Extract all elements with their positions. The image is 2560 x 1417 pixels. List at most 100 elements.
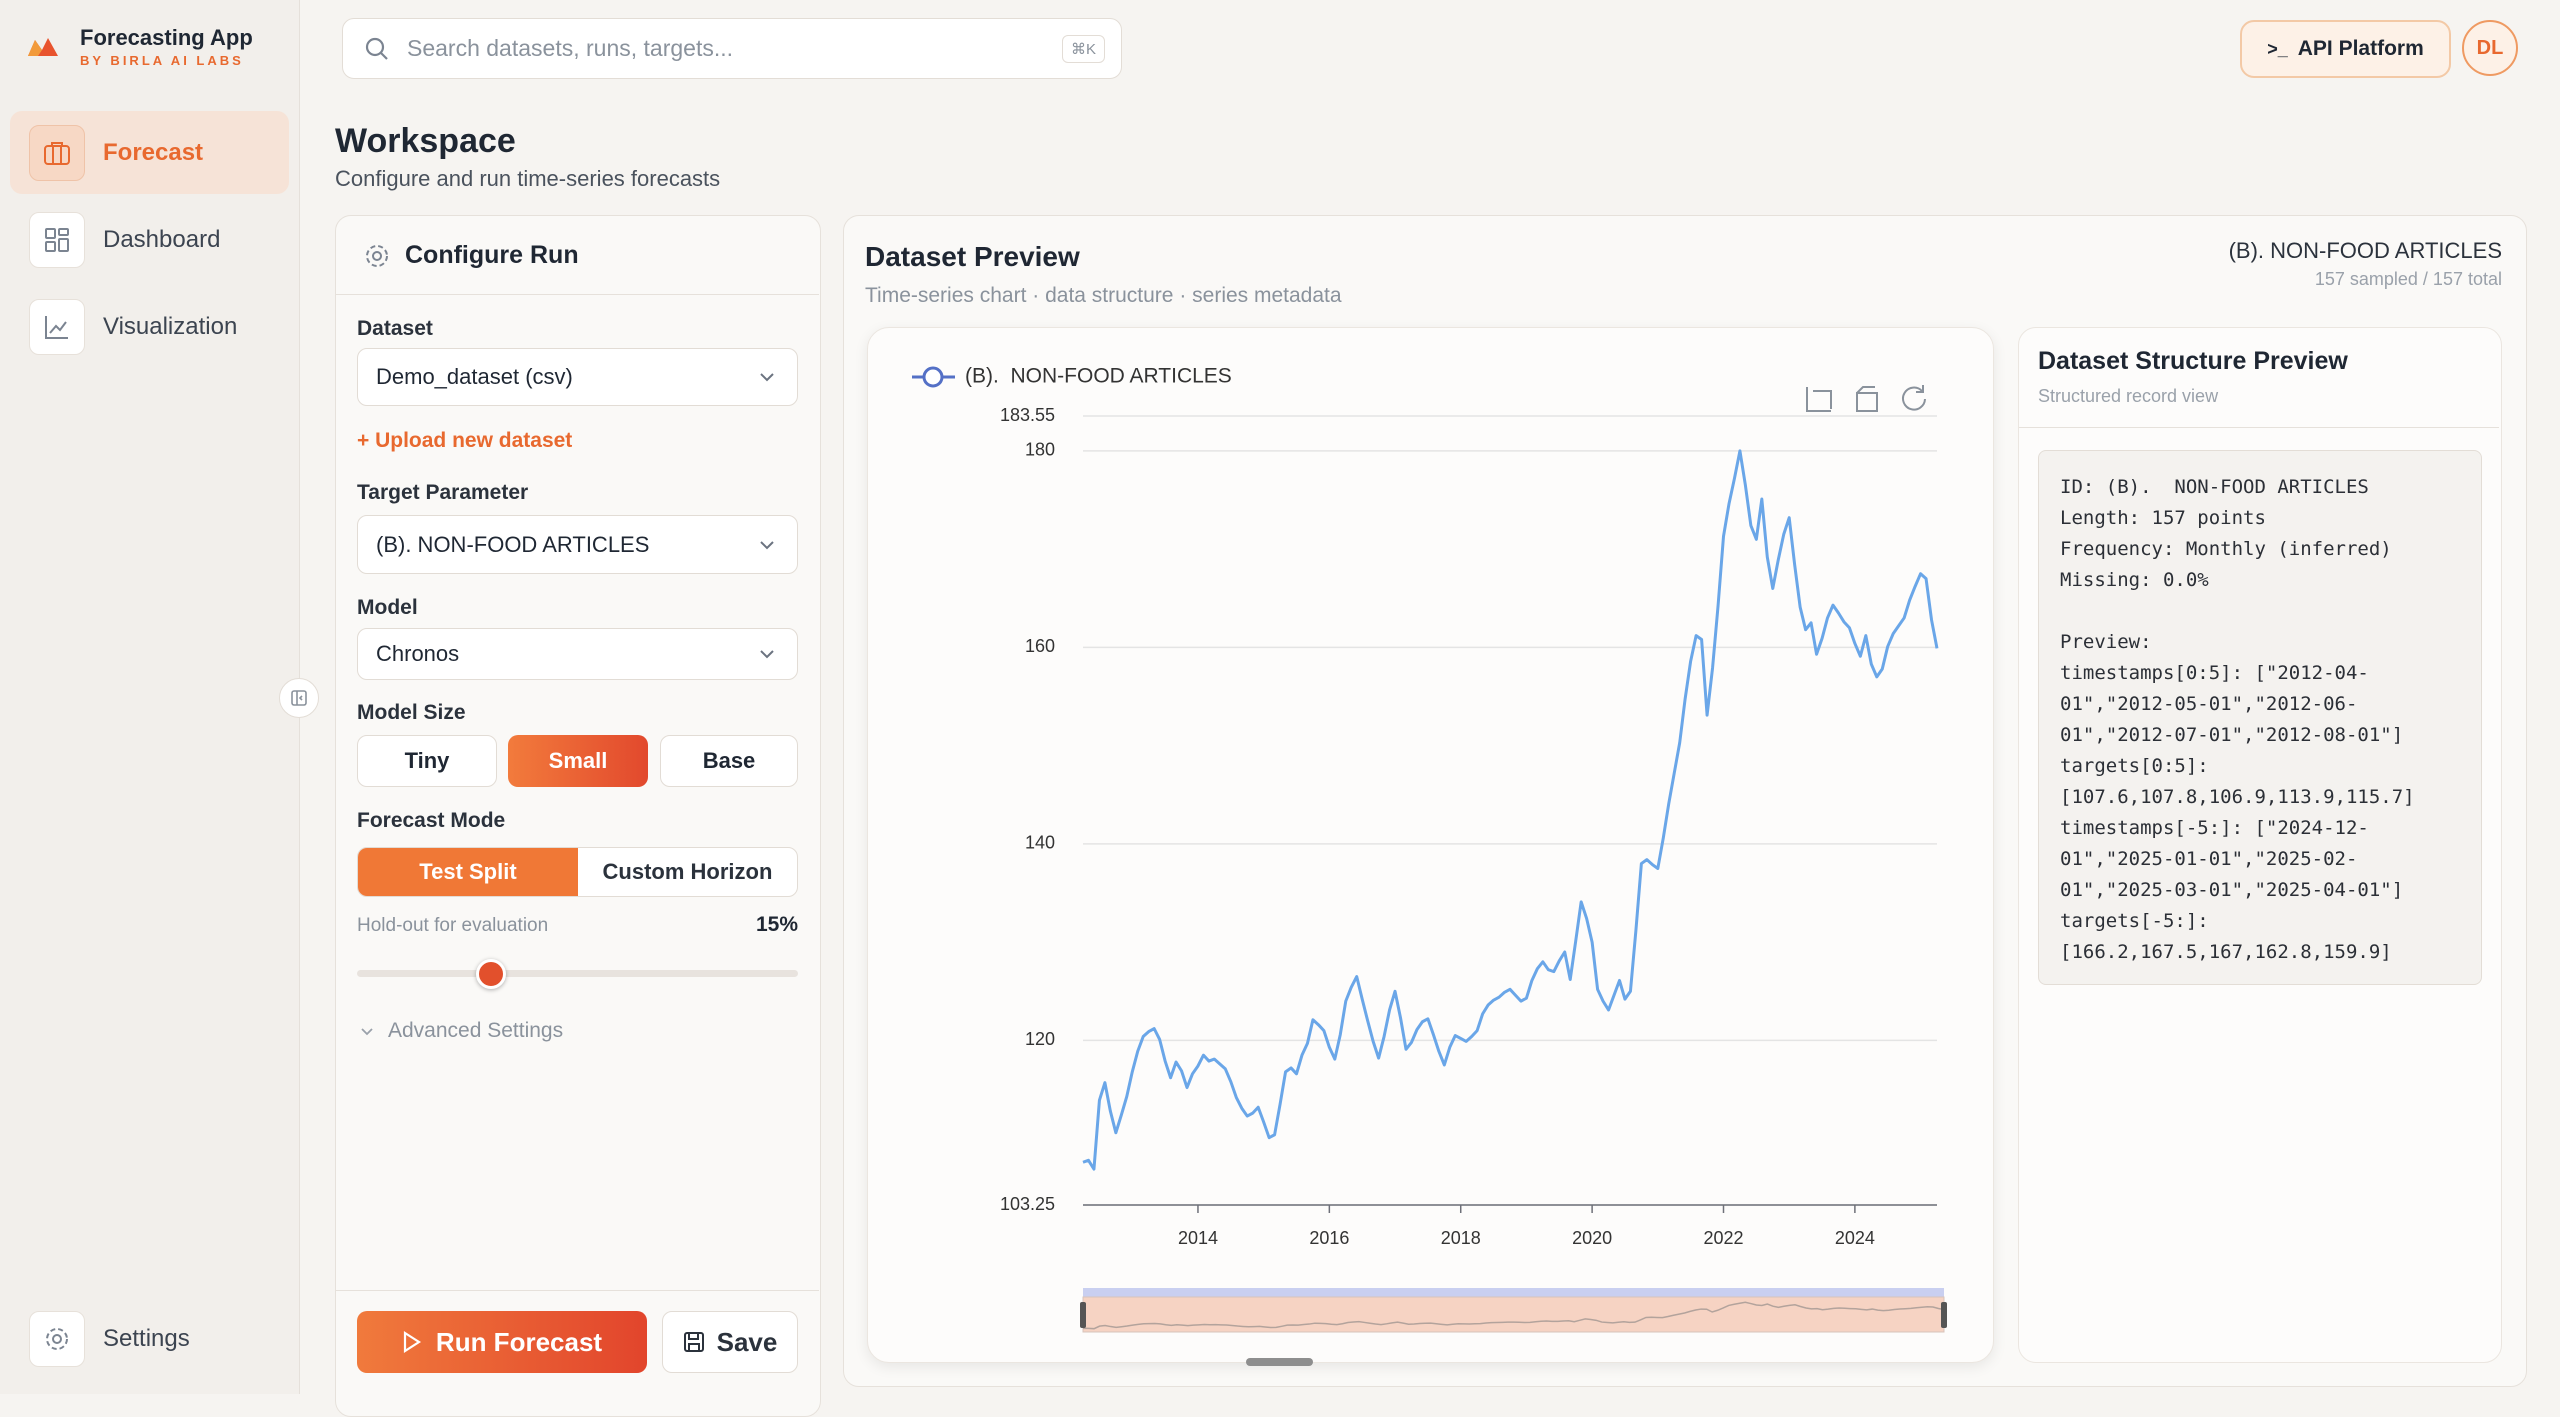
search-box[interactable]: Search datasets, runs, targets... ⌘K [342,18,1122,79]
holdout-value: 15% [755,913,798,936]
zoom-series [1082,1301,1945,1330]
advanced-toggle[interactable]: Advanced Settings [388,1019,564,1042]
structure-code: ID: (B). NON-FOOD ARTICLES Length: 157 po… [2038,450,2482,985]
api-icon: >_ [2267,38,2288,59]
nav-icon [29,298,85,355]
target-select[interactable]: (B). NON-FOOD ARTICLES [357,515,798,574]
api-button[interactable]: >_ API Platform [2240,20,2451,78]
code-line: Missing: 0.0% [2060,569,2209,591]
model-select[interactable]: Chronos [357,628,798,680]
holdout-label: Hold-out for evaluation [357,915,549,936]
search-placeholder: Search datasets, runs, targets... [407,35,733,61]
zoom-handle[interactable] [1080,1302,1086,1328]
run-label: Run Forecast [435,1326,603,1357]
series-line [1082,449,1939,1171]
mode-option[interactable]: Custom Horizon [602,859,773,884]
chart-toolbox[interactable] [1806,385,1926,412]
upload-link[interactable]: + Upload new dataset [357,429,573,452]
code-line: targets[-5:]: [2060,910,2209,932]
size-option[interactable]: Base [660,735,798,787]
y-tick-label: 140 [1025,833,1055,853]
slider-thumb[interactable] [476,959,506,989]
app-subtitle: BY BIRLA AI LABS [80,53,244,68]
field-label: Target Parameter [357,481,529,504]
chevron [361,1028,373,1036]
save-label: Save [716,1326,778,1357]
nav-item[interactable]: Forecast [10,111,289,194]
field-label: Forecast Mode [357,809,506,832]
series-counts: 157 sampled / 157 total [2314,269,2502,289]
gear-icon [366,245,388,267]
select-value: Demo_dataset (csv) [376,364,573,389]
x-tick-label: 2016 [1309,1228,1349,1248]
avatar[interactable]: DL [2462,20,2518,76]
field-label: Model Size [357,701,466,724]
scroll-thumb [1246,1358,1313,1366]
save-button[interactable]: Save [662,1311,798,1373]
run-button[interactable]: Run Forecast [357,1311,647,1373]
nav-label: Forecast [103,138,204,166]
divider [2019,427,2499,428]
nav-item[interactable]: Dashboard [10,198,289,281]
y-tick-label: 183.55 [1000,405,1055,425]
select-value: Chronos [376,641,460,666]
code-line: ID: (B). NON-FOOD ARTICLES [2060,476,2369,498]
nav-icon [29,211,85,268]
x-tick-label: 2022 [1703,1228,1743,1248]
select-value: (B). NON-FOOD ARTICLES [376,531,650,557]
code-line: [166.2,167.5,167,162.8,159.9] [2060,941,2392,963]
preview-title: Dataset Preview [865,241,1080,272]
size-option-active[interactable]: Small [508,735,648,787]
logo [28,38,58,56]
zoom-handle[interactable] [1941,1302,1947,1328]
structure-title: Dataset Structure Preview [2038,347,2348,375]
code-line: 01","2012-05-01","2012-06- [2060,693,2358,715]
x-tick-label: 2024 [1835,1228,1875,1248]
page-subtitle: Configure and run time-series forecasts [335,166,721,191]
y-tick-label: 120 [1025,1029,1055,1049]
preview-subtitle: Time-series chart · data structure · ser… [865,284,1342,307]
nav-label: Visualization [103,312,238,340]
collapse-button[interactable] [279,678,319,718]
divider [336,1290,819,1291]
code-line: timestamps[-5:]: ["2024-12- [2060,817,2369,839]
code-line: Length: 157 points [2060,507,2266,529]
chart-card [867,327,1994,1363]
y-tick-label: 160 [1025,636,1055,656]
x-tick-label: 2020 [1572,1228,1612,1248]
chart: 103.25 120 140 160 180 183.55 2014 2016 2018 2020… [912,365,1947,1333]
nav-item[interactable]: Visualization [10,285,289,368]
preview-block: Preview: timestamps[0:5]: ["2012-04- 01","… [2060,627,2415,968]
field-label: Model [357,596,418,619]
y-tick-label: 180 [1025,440,1055,460]
settings-item[interactable]: Settings [10,1297,289,1380]
code-line: Preview: [2060,631,2152,653]
api-label: API Platform [2297,37,2424,60]
dataset-select[interactable]: Demo_dataset (csv) [357,348,798,406]
field-label: Dataset [357,317,433,340]
app-name: Forecasting App [80,25,253,50]
y-tick-label: 103.25 [1000,1194,1055,1214]
legend-label: (B). NON-FOOD ARTICLES [965,365,1232,388]
structure-subtitle: Structured record view [2038,386,2219,406]
sidebar: Forecasting App BY BIRLA AI LABS Forecas… [0,0,300,1394]
code-line: Frequency: Monthly (inferred) [2060,538,2392,560]
code-line: 01","2025-01-01","2025-02- [2060,848,2358,870]
search-icon [365,37,388,60]
code-line: timestamps[0:5]: ["2012-04- [2060,662,2369,684]
zoom-window [1082,1296,1945,1333]
nav-label: Dashboard [103,225,221,253]
mode-toggle: Test Split Custom Horizon [357,847,798,897]
meta-block: ID: (B). NON-FOOD ARTICLES Length: 157 po… [2060,472,2392,596]
x-tick-label: 2014 [1178,1228,1218,1248]
code-line: targets[0:5]: [2060,755,2209,777]
settings-label: Settings [103,1324,190,1352]
zoom-track [1083,1288,1944,1297]
mode-option-active[interactable]: Test Split [358,848,578,896]
code-line: [107.6,107.8,106.9,113.9,115.7] [2060,786,2415,808]
size-option[interactable]: Tiny [357,735,497,787]
settings-icon [29,1310,85,1367]
page-title: Workspace [335,122,516,160]
